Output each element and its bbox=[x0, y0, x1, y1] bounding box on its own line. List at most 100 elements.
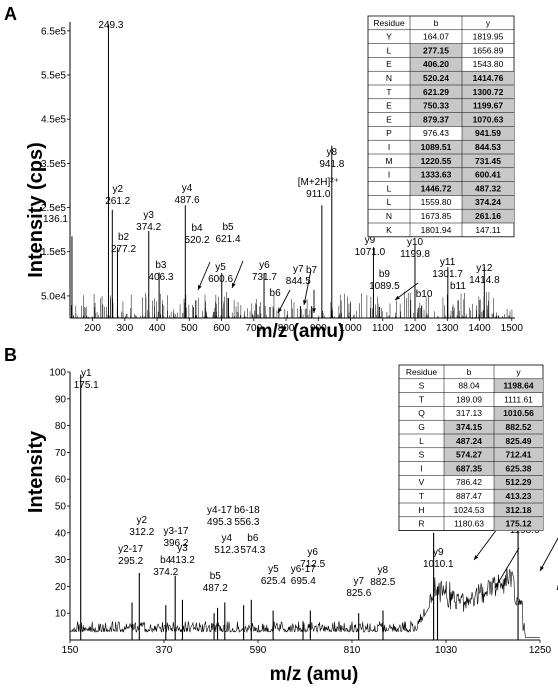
peak-ion-label: y3-17 bbox=[163, 526, 188, 537]
peak-mz-label: 825.6 bbox=[346, 588, 371, 599]
y-tick-label: 50 bbox=[55, 502, 67, 513]
annotation-arrow bbox=[197, 261, 211, 291]
table-residue: N bbox=[386, 211, 392, 221]
table-residue: L bbox=[387, 197, 392, 207]
table-b-ion: 317.13 bbox=[456, 408, 482, 418]
table-header: Residue bbox=[406, 367, 437, 377]
peak-ion-label: b5 bbox=[222, 222, 234, 233]
peak-mz-label: 600.6 bbox=[208, 274, 233, 285]
peak-mz-label: 495.3 bbox=[207, 517, 232, 528]
peak-ion-label: b6-18 bbox=[234, 505, 260, 516]
table-residue: T bbox=[386, 87, 391, 97]
y-tick-label: 4.5e5 bbox=[41, 115, 66, 126]
peak-mz-label: 1199.8 bbox=[400, 249, 430, 260]
peak-ion-label: y3 bbox=[143, 210, 154, 221]
x-tick-label: 590 bbox=[250, 645, 267, 656]
table-b-ion: 1801.94 bbox=[421, 225, 452, 235]
peak-ion-label: y9 bbox=[365, 235, 376, 246]
arrow-head bbox=[302, 300, 307, 305]
table-y-ion: 261.16 bbox=[475, 211, 501, 221]
peak-mz-label: 1010.1 bbox=[423, 559, 454, 570]
arrow-head bbox=[495, 583, 500, 588]
x-tick-label: 810 bbox=[344, 645, 361, 656]
panel-label-a: A bbox=[4, 4, 17, 24]
y-tick-label: 100 bbox=[49, 368, 66, 379]
y-tick-label: 60 bbox=[55, 475, 67, 486]
peak-ion-label: [M+2H]²⁺ bbox=[298, 177, 339, 188]
annotation-arrow bbox=[231, 260, 244, 289]
table-residue: E bbox=[386, 59, 392, 69]
table-y-ion: 1199.67 bbox=[473, 101, 504, 111]
peak-ion-label: y2-17 bbox=[118, 544, 143, 555]
table-cell-highlight bbox=[410, 43, 462, 58]
table-cell-highlight bbox=[494, 489, 543, 503]
table-residue: E bbox=[386, 101, 392, 111]
y-tick-label: 1.5e5 bbox=[41, 247, 66, 258]
table-b-ion: 879.37 bbox=[423, 114, 449, 124]
table-b-ion: 520.24 bbox=[423, 73, 449, 83]
panel-b-noise bbox=[69, 567, 540, 638]
table-y-ion: 512.29 bbox=[506, 477, 532, 487]
peak-ion-label: y4 bbox=[222, 533, 233, 544]
peak-ion-label: y6 bbox=[259, 260, 270, 271]
peak-ion-label: y8 bbox=[377, 565, 388, 576]
x-tick-label: 900 bbox=[310, 323, 327, 334]
y-tick-label: 5.0e4 bbox=[41, 291, 66, 302]
peak-mz-label: 175.1 bbox=[74, 380, 99, 391]
peak-ion-label: b6 bbox=[270, 288, 282, 299]
table-cell-highlight bbox=[444, 461, 494, 476]
table-y-ion: 413.23 bbox=[506, 491, 532, 501]
panel-a-y-axis-label: Intensity (cps) bbox=[25, 142, 47, 278]
table-cell-highlight bbox=[444, 447, 494, 462]
panel-a-fragment-table: Residue b y Y 164.07 1819.95 L 277.15 1656.89 E 40… bbox=[367, 15, 515, 238]
table-b-ion: 487.24 bbox=[456, 436, 482, 446]
table-b-ion: 277.15 bbox=[423, 45, 449, 55]
x-tick-label: 300 bbox=[116, 323, 133, 334]
table-residue: G bbox=[418, 422, 425, 432]
arrow-head bbox=[312, 308, 316, 313]
peak-mz-label: 406.3 bbox=[148, 272, 173, 283]
table-header: y bbox=[516, 367, 521, 377]
y-tick-label: 3.5e5 bbox=[41, 159, 66, 170]
peak-ion-label: b7 bbox=[306, 265, 318, 276]
table-y-ion: 712.41 bbox=[506, 450, 532, 460]
peak-mz-label: 277.2 bbox=[111, 244, 136, 255]
panel-a-axes: 200 300 400 500 600 700 800 900 1000 1100 1200 1300… bbox=[41, 22, 523, 334]
peak-mz-label: 712.5 bbox=[300, 559, 325, 570]
panel-b-arrows bbox=[473, 520, 558, 591]
peak-mz-label: 882.5 bbox=[370, 577, 395, 588]
peak-ion-label: y11 bbox=[440, 257, 456, 268]
arrow-head bbox=[395, 295, 400, 300]
peak-mz-label: 731.7 bbox=[252, 272, 277, 283]
peak-mz-label: 312.2 bbox=[129, 527, 154, 538]
peak-ion-label: y8 bbox=[327, 147, 338, 158]
table-b-ion: 1446.72 bbox=[421, 183, 452, 193]
x-tick-label: 150 bbox=[62, 645, 79, 656]
peak-mz-label: 136.1 bbox=[43, 214, 68, 225]
x-tick-label: 400 bbox=[149, 323, 166, 334]
table-cell-highlight bbox=[462, 126, 514, 141]
peak-ion-label: y6 bbox=[307, 547, 318, 558]
peak-mz-label: 574.3 bbox=[240, 545, 265, 556]
peak-mz-label: 1089.5 bbox=[369, 281, 400, 292]
table-y-ion: 600.41 bbox=[475, 170, 501, 180]
peak-mz-label: 512.3 bbox=[214, 545, 239, 556]
table-y-ion: 1300.72 bbox=[473, 87, 504, 97]
table-header: Residue bbox=[373, 18, 404, 28]
table-b-ion: 164.07 bbox=[423, 32, 449, 42]
table-cell-highlight bbox=[494, 406, 543, 421]
table-cell-highlight bbox=[462, 140, 514, 154]
x-tick-label: 600 bbox=[213, 323, 230, 334]
x-tick-label: 800 bbox=[278, 323, 295, 334]
peak-mz-label: 556.3 bbox=[234, 517, 259, 528]
peak-mz-label: 249.3 bbox=[98, 20, 123, 31]
table-cell-highlight bbox=[462, 167, 514, 182]
table-y-ion: 1543.80 bbox=[473, 59, 504, 69]
peak-ion-label: b11 bbox=[450, 281, 466, 292]
arrow-head bbox=[198, 285, 202, 290]
peak-ion-label: y3 bbox=[177, 543, 188, 554]
arrow-head bbox=[474, 555, 479, 560]
table-cell-highlight bbox=[494, 378, 543, 393]
peak-mz-label: 1301.7 bbox=[432, 269, 463, 280]
